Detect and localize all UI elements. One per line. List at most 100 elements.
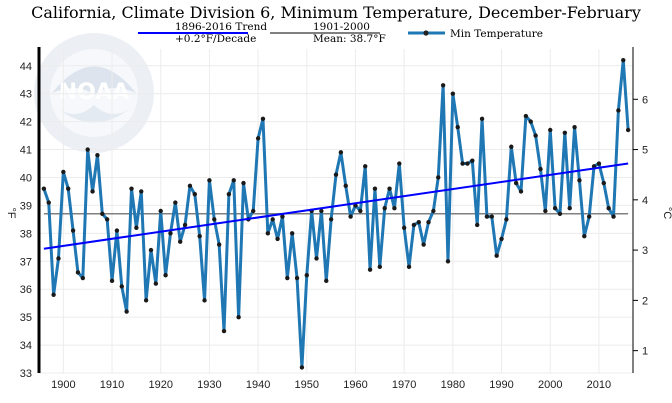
data-point bbox=[294, 275, 300, 281]
data-point bbox=[450, 91, 456, 96]
data-point bbox=[479, 116, 485, 122]
data-point bbox=[158, 208, 163, 214]
data-point bbox=[606, 206, 611, 211]
data-point bbox=[270, 217, 275, 222]
data-point bbox=[100, 211, 105, 216]
data-point bbox=[333, 172, 339, 177]
data-point bbox=[523, 113, 529, 119]
data-point bbox=[168, 231, 173, 236]
data-point bbox=[197, 233, 202, 239]
y-tick-label-left: 44 bbox=[20, 61, 32, 73]
y-tick-label-right: 1 bbox=[642, 346, 648, 358]
y-tick-label-right: 3 bbox=[642, 245, 648, 257]
svg-text:NOAA: NOAA bbox=[59, 80, 130, 105]
data-point bbox=[499, 236, 504, 242]
data-point bbox=[95, 152, 100, 158]
data-point bbox=[275, 236, 280, 242]
data-point bbox=[285, 275, 290, 281]
data-point bbox=[586, 214, 592, 219]
x-tick-label: 2000 bbox=[538, 379, 562, 391]
data-point bbox=[265, 231, 271, 236]
data-point bbox=[406, 264, 412, 270]
series-layer bbox=[41, 57, 631, 370]
data-point bbox=[445, 259, 451, 264]
y-tick-label-left: 41 bbox=[20, 145, 32, 157]
data-point bbox=[46, 200, 51, 205]
data-point bbox=[109, 278, 115, 284]
data-point bbox=[460, 161, 465, 166]
data-point bbox=[431, 208, 436, 214]
y-tick-label-left: 33 bbox=[20, 368, 32, 380]
data-point bbox=[494, 253, 499, 258]
data-point bbox=[616, 108, 621, 113]
data-point bbox=[241, 180, 246, 186]
y-tick-label-left: 37 bbox=[20, 256, 32, 268]
trend-layer bbox=[43, 162, 629, 250]
data-point bbox=[377, 264, 383, 270]
data-point bbox=[51, 292, 56, 297]
data-point bbox=[173, 200, 178, 205]
data-point bbox=[236, 314, 241, 320]
y-tick-label-left: 40 bbox=[20, 172, 32, 184]
data-point bbox=[582, 233, 587, 239]
data-point bbox=[572, 125, 577, 130]
data-point bbox=[465, 161, 470, 166]
legend-mean-sublabel: Mean: 38.7°F bbox=[313, 33, 386, 45]
data-point bbox=[363, 164, 368, 169]
data-point bbox=[567, 206, 572, 211]
data-point bbox=[143, 298, 149, 303]
data-point bbox=[474, 222, 480, 228]
legend-trend-label: 1896-2016 Trend bbox=[175, 21, 267, 33]
data-point bbox=[251, 208, 256, 214]
y-axis-label-right: °C bbox=[661, 207, 672, 219]
y-tick-label-left: 43 bbox=[20, 89, 32, 101]
data-point bbox=[119, 284, 124, 289]
y-tick-label-left: 38 bbox=[20, 228, 32, 240]
y-tick-label-right: 2 bbox=[642, 295, 648, 307]
data-point bbox=[367, 267, 373, 272]
data-point bbox=[440, 83, 446, 88]
data-point bbox=[304, 273, 309, 278]
data-point bbox=[260, 116, 266, 122]
x-tick-label: 1960 bbox=[343, 379, 367, 391]
data-point bbox=[280, 214, 285, 219]
data-point bbox=[324, 278, 329, 284]
data-point bbox=[104, 217, 110, 222]
data-point bbox=[124, 309, 129, 314]
data-point bbox=[187, 183, 193, 189]
data-point bbox=[348, 214, 353, 219]
ticks-layer: 1900 1910 1920 1930 1940 1950 1960 1970 1980 1990… bbox=[5, 61, 672, 391]
chart-title: California, Climate Division 6, Minimum … bbox=[31, 3, 641, 22]
x-tick-label: 1900 bbox=[51, 379, 75, 391]
data-point bbox=[66, 186, 71, 191]
data-point bbox=[139, 189, 144, 194]
data-point bbox=[372, 186, 378, 191]
x-tick-label: 1970 bbox=[392, 379, 416, 391]
legend-trend-sublabel: +0.2°F/Decade bbox=[175, 33, 256, 45]
data-point bbox=[387, 186, 392, 191]
data-point bbox=[484, 214, 490, 219]
data-point bbox=[562, 130, 568, 135]
data-point bbox=[489, 214, 495, 219]
data-point bbox=[202, 298, 207, 303]
data-point bbox=[90, 189, 95, 194]
data-point bbox=[177, 239, 183, 244]
data-point bbox=[518, 189, 524, 194]
y-tick-label-left: 36 bbox=[20, 284, 32, 296]
data-point bbox=[455, 125, 460, 130]
data-point bbox=[538, 166, 543, 172]
x-tick-label: 1980 bbox=[441, 379, 465, 391]
data-point bbox=[625, 127, 631, 133]
axes bbox=[37, 47, 634, 373]
y-tick-label-left: 34 bbox=[20, 340, 32, 352]
data-point bbox=[212, 217, 217, 222]
y-tick-label-right: 4 bbox=[642, 195, 648, 207]
data-point bbox=[221, 328, 227, 334]
data-point bbox=[343, 183, 348, 189]
data-point bbox=[533, 133, 538, 138]
data-point bbox=[513, 180, 519, 186]
data-point bbox=[314, 256, 319, 261]
y-axis-label-left: °F bbox=[5, 207, 17, 218]
trend-line bbox=[43, 162, 629, 250]
